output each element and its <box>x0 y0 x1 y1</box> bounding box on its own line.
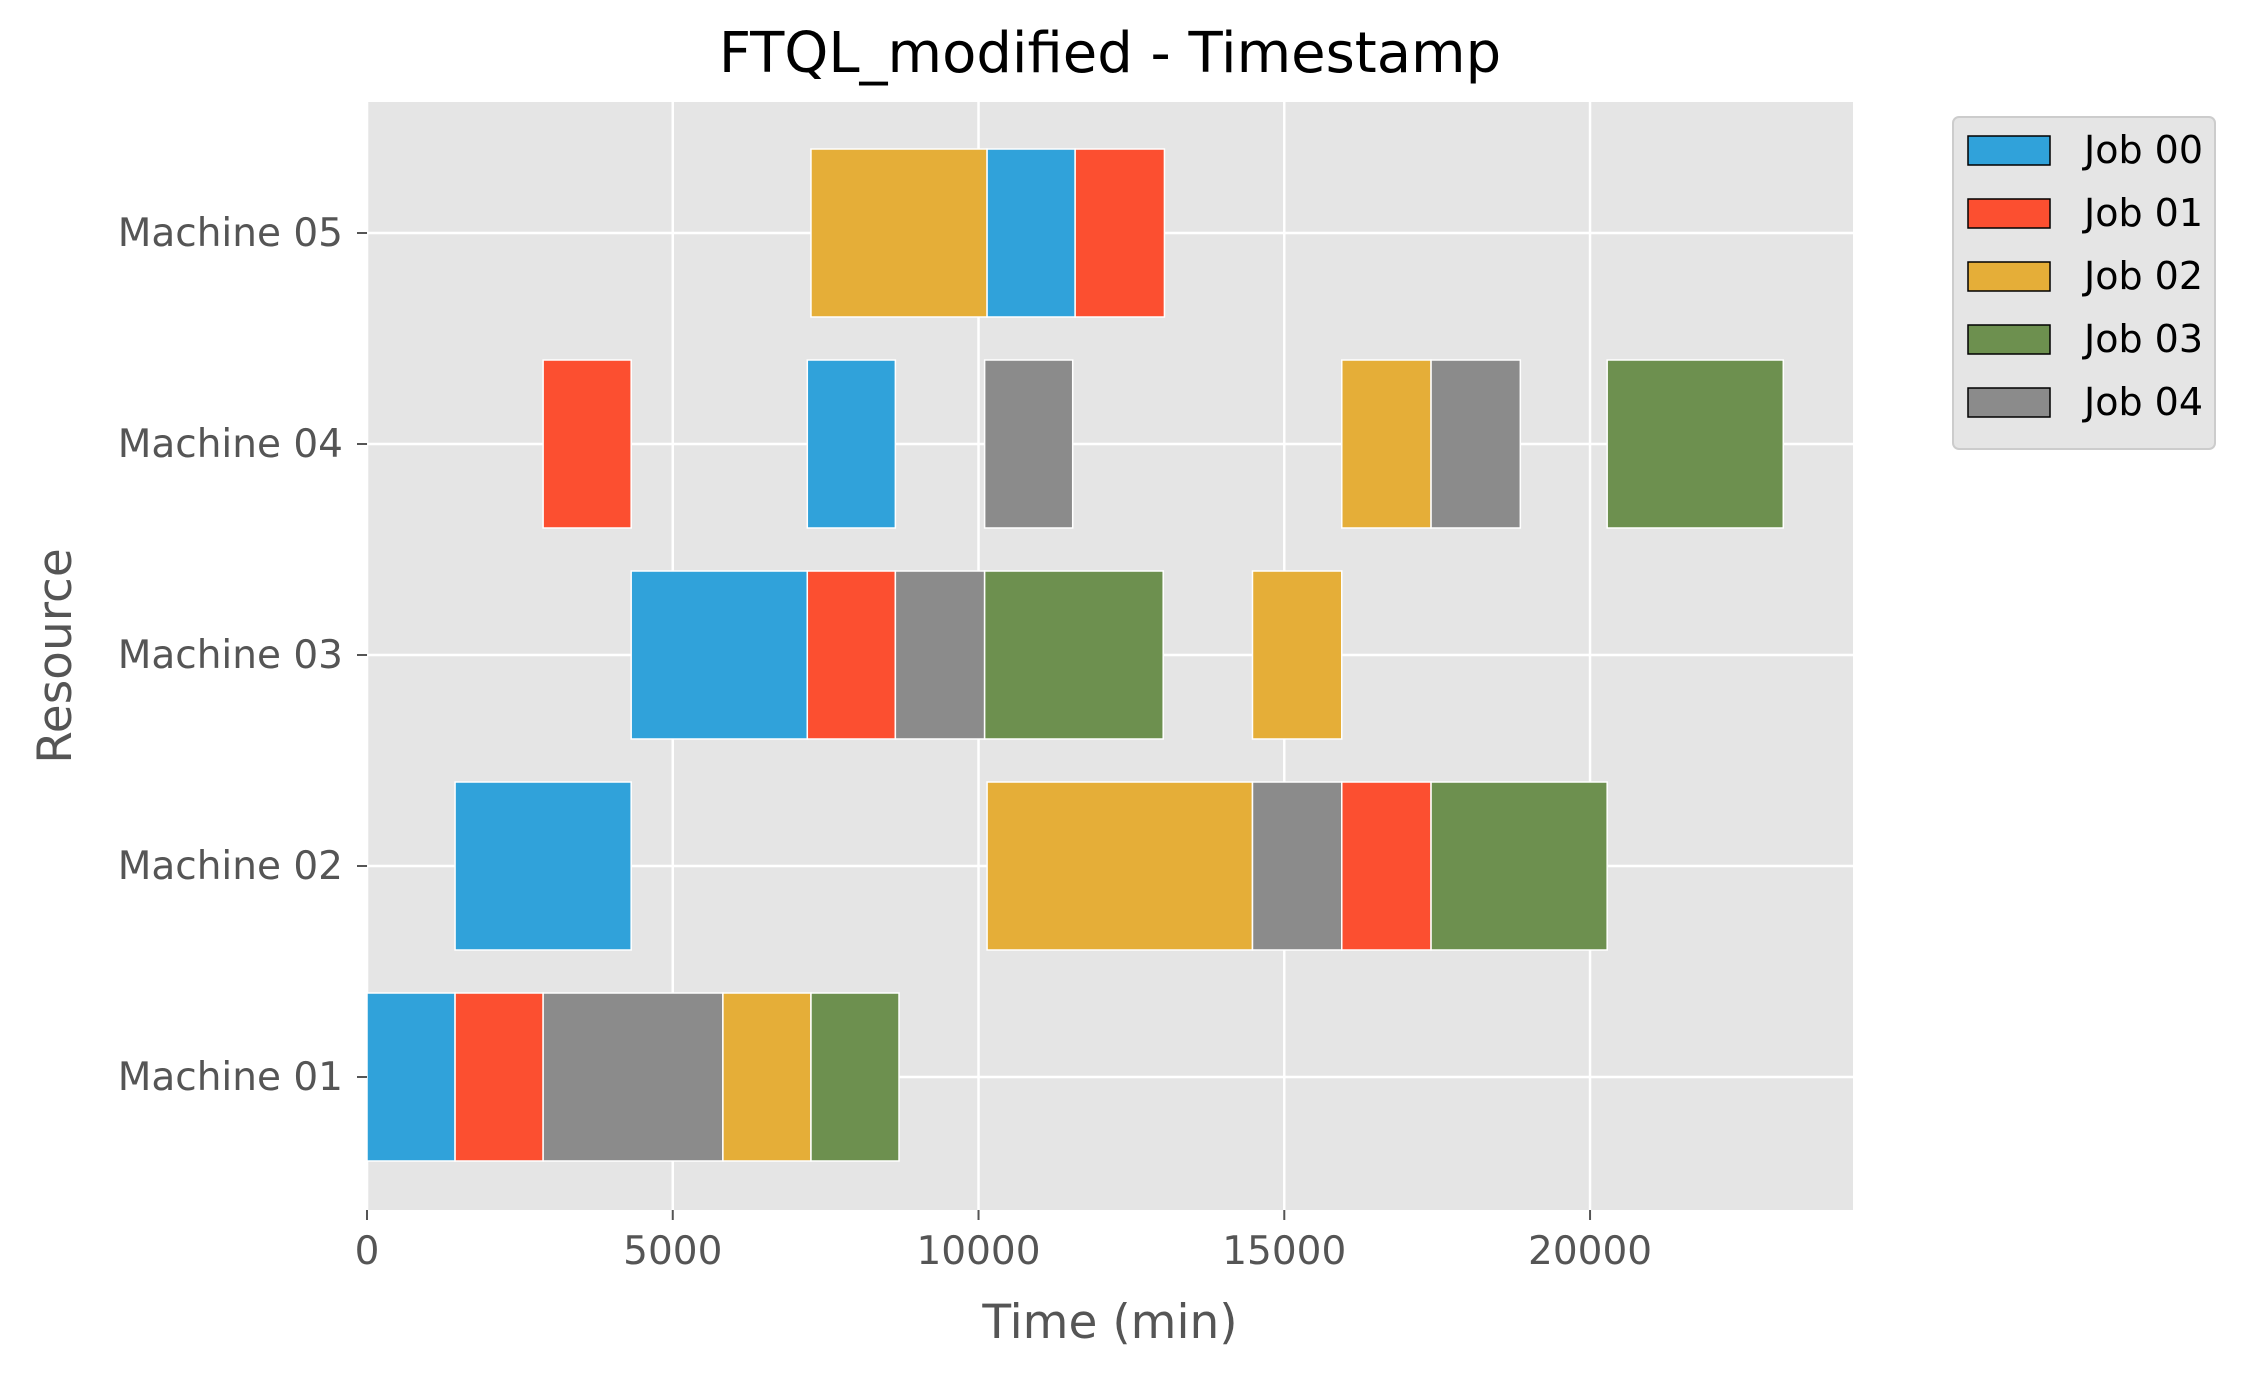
task-bar <box>983 570 1164 740</box>
task-bar <box>722 992 812 1162</box>
legend-label: Job 00 <box>2082 128 2203 172</box>
y-tick-label: Machine 02 <box>118 844 343 889</box>
task-bar <box>1606 359 1785 529</box>
task-bar <box>806 570 897 740</box>
task-bar <box>810 992 900 1162</box>
legend-swatch <box>1967 261 2051 292</box>
x-tick-label: 15000 <box>1222 1229 1346 1274</box>
x-tick-label: 10000 <box>916 1229 1040 1274</box>
chart-title: FTQL_modified - Timestamp <box>719 21 1501 86</box>
legend-swatch <box>1967 198 2051 229</box>
task-bar <box>1074 148 1166 318</box>
task-bar <box>542 992 724 1162</box>
legend-swatch <box>1967 135 2051 166</box>
legend: Job 00 Job 01 Job 02 Job 03 Job 04 <box>1952 116 2216 450</box>
task-bar <box>1251 570 1343 740</box>
task-bar <box>810 148 988 318</box>
task-bar <box>454 781 632 951</box>
x-tick-label: 0 <box>355 1229 380 1274</box>
x-tick-label: 5000 <box>623 1229 722 1274</box>
task-bar <box>630 570 809 740</box>
task-bar <box>1341 781 1432 951</box>
legend-label: Job 03 <box>2082 317 2203 361</box>
y-tick-label: Machine 01 <box>118 1055 343 1100</box>
x-tick-label: 20000 <box>1528 1229 1652 1274</box>
task-bar <box>1430 359 1522 529</box>
task-bar <box>366 992 456 1162</box>
legend-label: Job 02 <box>2082 254 2203 298</box>
y-tick-label: Machine 04 <box>118 422 343 467</box>
y-tick-label: Machine 05 <box>118 211 343 256</box>
task-bar <box>454 992 544 1162</box>
task-bar <box>1341 359 1432 529</box>
task-bar <box>983 359 1074 529</box>
task-bars <box>366 148 1785 1162</box>
task-bar <box>1251 781 1343 951</box>
legend-swatch <box>1967 324 2051 355</box>
legend-label: Job 01 <box>2082 191 2203 235</box>
task-bar <box>806 359 897 529</box>
task-bar <box>1430 781 1608 951</box>
plot-area <box>365 102 1853 1210</box>
task-bar <box>986 148 1076 318</box>
y-tick-label: Machine 03 <box>118 633 343 678</box>
y-axis: Machine 01 Machine 02 Machine 03 Machine 04… <box>118 211 367 1100</box>
legend-label: Job 04 <box>2082 380 2203 424</box>
legend-swatch <box>1967 387 2051 418</box>
task-bar <box>542 359 632 529</box>
x-axis: 0 5000 10000 15000 20000 <box>355 1210 1652 1274</box>
task-bar <box>986 781 1254 951</box>
y-axis-title: Resource <box>28 548 83 764</box>
x-axis-title: Time (min) <box>981 1295 1237 1350</box>
task-bar <box>894 570 986 740</box>
